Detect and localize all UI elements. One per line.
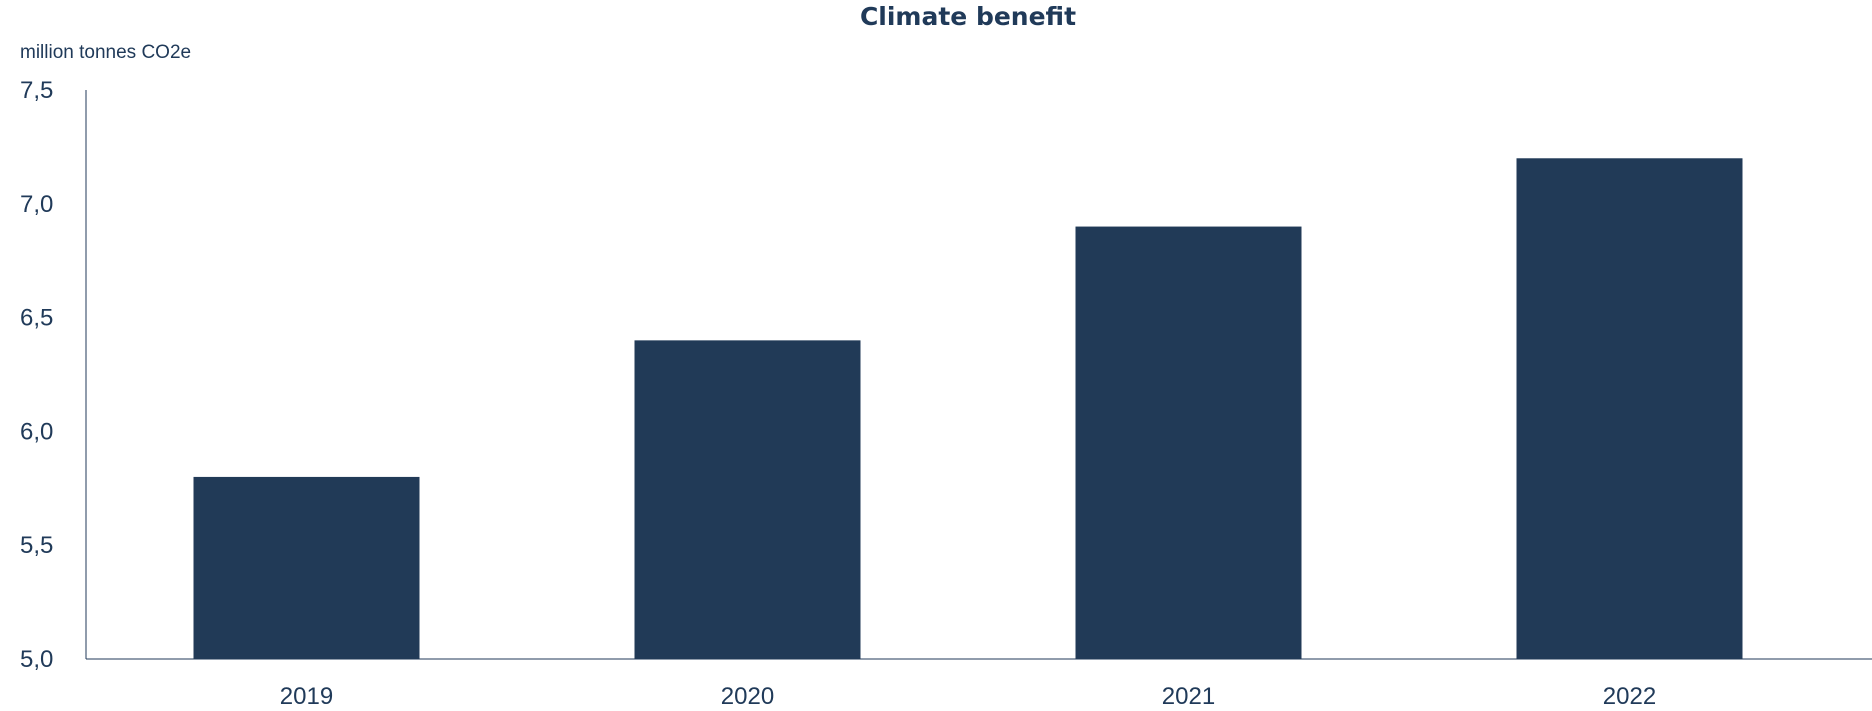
x-tick-label: 2021 — [1162, 683, 1215, 710]
bar-2022 — [1516, 158, 1743, 659]
y-tick-label: 6,5 — [20, 305, 53, 332]
y-tick-label: 5,5 — [20, 532, 53, 559]
y-tick-label: 6,0 — [20, 418, 53, 445]
x-tick-label: 2022 — [1603, 683, 1656, 710]
bar-2020 — [634, 340, 861, 659]
y-tick-label: 7,5 — [20, 77, 53, 104]
bar-2019 — [193, 476, 420, 659]
y-tick-label: 5,0 — [20, 646, 53, 673]
y-axis-label: million tonnes CO2e — [20, 42, 192, 63]
x-tick-label: 2020 — [721, 683, 774, 710]
x-tick-label: 2019 — [280, 683, 333, 710]
y-tick-label: 7,0 — [20, 191, 53, 218]
bar-2021 — [1075, 226, 1302, 659]
chart-title: Climate benefit — [859, 2, 1077, 31]
